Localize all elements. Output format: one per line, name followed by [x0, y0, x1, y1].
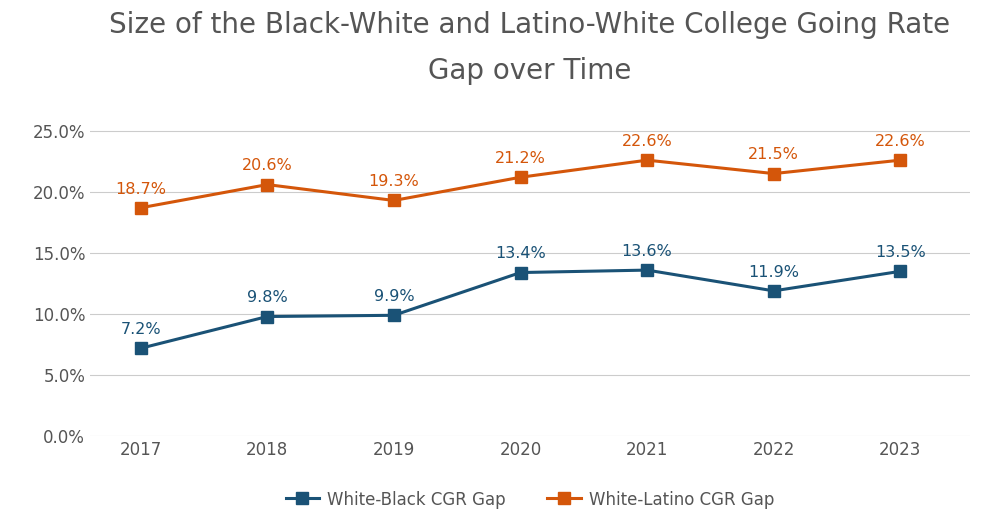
Text: 21.5%: 21.5%: [748, 147, 799, 162]
Text: 20.6%: 20.6%: [242, 159, 293, 173]
White-Latino CGR Gap: [641, 157, 653, 163]
White-Black CGR Gap: [261, 313, 273, 320]
White-Latino CGR Gap: [894, 157, 906, 163]
Title: Size of the Black-White and Latino-White College Going Rate
Gap over Time: Size of the Black-White and Latino-White…: [109, 11, 951, 85]
White-Black CGR Gap: [894, 268, 906, 275]
White-Black CGR Gap: [388, 312, 400, 319]
White-Latino CGR Gap: [388, 197, 400, 204]
White-Black CGR Gap: [768, 288, 780, 294]
Text: 9.8%: 9.8%: [247, 290, 288, 305]
Text: 22.6%: 22.6%: [622, 134, 672, 149]
White-Latino CGR Gap: [515, 174, 527, 180]
White-Latino CGR Gap: [135, 205, 147, 211]
Text: 13.5%: 13.5%: [875, 245, 926, 260]
Text: 21.2%: 21.2%: [495, 151, 546, 166]
White-Black CGR Gap: [135, 345, 147, 352]
White-Black CGR Gap: [641, 267, 653, 273]
Text: 18.7%: 18.7%: [115, 182, 166, 197]
Line: White-Latino CGR Gap: White-Latino CGR Gap: [134, 154, 907, 214]
Text: 11.9%: 11.9%: [748, 265, 799, 280]
Text: 22.6%: 22.6%: [875, 134, 926, 149]
Text: 7.2%: 7.2%: [120, 322, 161, 337]
White-Latino CGR Gap: [768, 170, 780, 177]
Text: 9.9%: 9.9%: [374, 289, 414, 304]
White-Black CGR Gap: [515, 269, 527, 276]
Text: 13.4%: 13.4%: [495, 246, 546, 261]
Line: White-Black CGR Gap: White-Black CGR Gap: [134, 264, 907, 354]
Text: 13.6%: 13.6%: [622, 244, 672, 259]
White-Latino CGR Gap: [261, 181, 273, 188]
Text: 19.3%: 19.3%: [369, 174, 419, 189]
Legend: White-Black CGR Gap, White-Latino CGR Gap: White-Black CGR Gap, White-Latino CGR Ga…: [279, 484, 781, 516]
